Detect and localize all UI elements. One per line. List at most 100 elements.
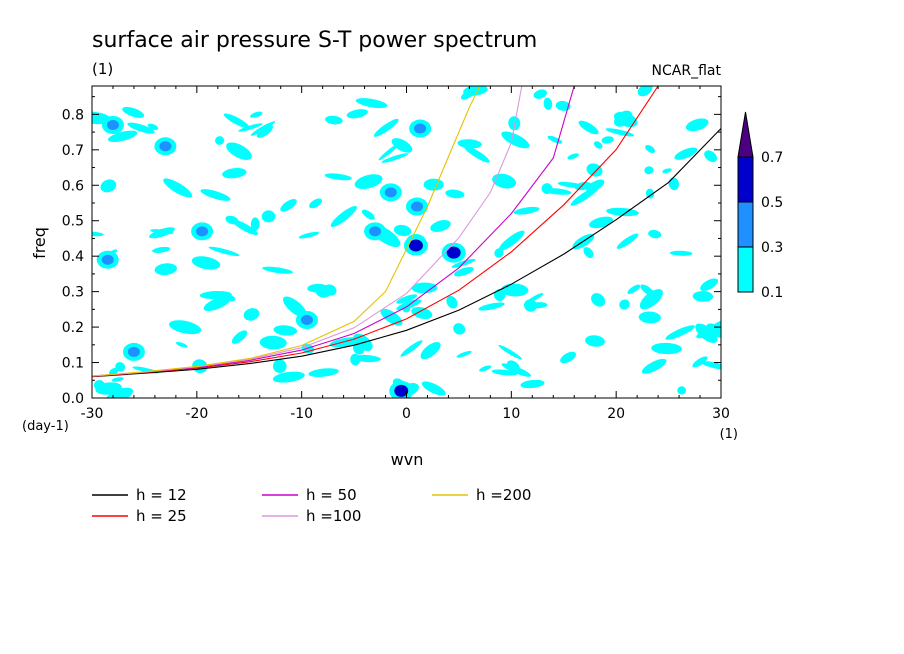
contour-patch-low <box>111 377 124 382</box>
contour-patch-low <box>127 122 155 134</box>
y-axis: 0.0 0.1 0.2 0.3 0.4 0.5 0.6 0.7 0.8 <box>62 96 721 407</box>
contour-patch <box>446 246 461 259</box>
y-tick-label: 0.7 <box>62 143 84 159</box>
contour-patch-low <box>400 340 423 357</box>
contour-patch-low <box>685 118 709 132</box>
contour-patch-low <box>583 247 594 259</box>
contour-patch-low <box>665 325 695 340</box>
contour-patch-low <box>222 168 247 179</box>
contour-patch-low <box>456 350 472 358</box>
contour-patch-low <box>200 189 231 201</box>
contour-patch-low <box>223 113 250 129</box>
contour-patch-low <box>453 323 466 335</box>
contour-patch-low <box>586 163 603 177</box>
contour-patch-low <box>250 111 263 118</box>
colorbar-label: 0.5 <box>761 195 783 211</box>
contour-patch-low <box>191 256 221 270</box>
contour-patch-low <box>613 111 638 128</box>
contour-patch-low <box>226 142 252 160</box>
y-tick-label: 0.6 <box>62 178 84 194</box>
contour-patch-low <box>361 209 375 220</box>
x-tick-label: -30 <box>81 406 104 422</box>
contour-patch-low <box>378 143 400 161</box>
contour-patch <box>196 226 209 237</box>
contour-patch <box>127 346 140 357</box>
dispersion-curve <box>92 86 481 377</box>
colorbar-segment <box>737 156 754 203</box>
colorbar-extension <box>737 111 754 158</box>
contour-patch-low <box>225 215 239 225</box>
y-tick-label: 0.2 <box>62 320 84 336</box>
chart-subtitle: (1) <box>92 60 113 78</box>
contour-patch-low <box>541 183 553 195</box>
legend-label: h = 50 <box>306 486 357 504</box>
contour-patch-low <box>446 295 458 309</box>
contour-patch-low <box>282 296 307 318</box>
contour-patch-low <box>92 111 112 125</box>
x-unit-label: (1) <box>720 427 738 442</box>
contour-patch-low <box>92 231 104 237</box>
colorbar-segment <box>737 201 754 248</box>
contour-patch-low <box>712 319 721 329</box>
contour-patch-low <box>543 97 553 110</box>
contour-patch-low <box>381 153 409 163</box>
x-tick-label: 20 <box>607 406 625 422</box>
contour-patch-low <box>696 325 721 339</box>
contour-patch-low <box>256 124 273 138</box>
contour-patch-low <box>498 345 523 360</box>
legend-label: h = 25 <box>136 507 187 525</box>
x-tick-label: 0 <box>402 406 411 422</box>
contour-patch-low <box>232 219 258 236</box>
y-unit-label: (day-1) <box>22 419 69 434</box>
contour-patch-low <box>324 173 352 181</box>
contour-field <box>92 86 721 398</box>
contour-patch-low <box>354 174 383 189</box>
contour-patch-low <box>346 109 368 119</box>
colorbar-segment <box>737 246 754 293</box>
contour-patch-low <box>645 188 655 199</box>
contour-patch-low <box>152 246 171 253</box>
contour-patch-low <box>238 123 263 132</box>
contour-patch-low <box>231 330 248 344</box>
contour-patch-low <box>585 335 605 347</box>
contour-patch <box>369 226 382 237</box>
contour-patch-low <box>154 263 177 276</box>
contour-patch-low <box>250 217 260 231</box>
contour-patch <box>394 384 409 397</box>
contour-patch-low <box>674 147 698 160</box>
contour-patch-low <box>208 246 240 257</box>
contour-patch-low <box>692 356 708 368</box>
contour-patch-low <box>411 306 433 320</box>
contour-patch-low <box>578 120 599 135</box>
contour-patch-low <box>638 311 661 324</box>
contour-patch-low <box>648 229 662 239</box>
contour-patch-low <box>616 233 639 249</box>
contour-patch-low <box>605 128 635 137</box>
contour-patch-low <box>520 379 545 389</box>
contour-patch-low <box>108 130 138 142</box>
contour-patch-low <box>243 308 260 321</box>
contour-patch-low <box>567 153 579 160</box>
contour-patch-low <box>215 136 225 145</box>
contour-patch-low <box>421 381 446 396</box>
contour-patch-low <box>423 178 444 191</box>
plot-area: -30 -20 -10 0 10 20 30 0.00.10.20.30.40.50.60.… <box>62 85 730 422</box>
contour-patch-low <box>445 189 465 199</box>
contour-patch-low <box>692 290 714 302</box>
contour-patch-low <box>506 360 520 373</box>
contour-patch <box>101 254 114 265</box>
contour-patch-low <box>513 206 540 215</box>
contour-patch-low <box>527 293 544 303</box>
contour-patch-low <box>501 283 529 297</box>
dispersion-curve <box>92 86 659 377</box>
contour-patch-low <box>262 266 293 274</box>
legend-label: h = 12 <box>136 486 187 504</box>
contour-patch <box>159 141 172 152</box>
y-tick-label: 0.3 <box>62 285 84 301</box>
contour-patch <box>408 239 423 252</box>
contour-patch-low <box>700 361 721 370</box>
contour-patch-low <box>637 86 653 97</box>
contour-patch-low <box>259 335 287 350</box>
x-tick-label: -10 <box>290 406 313 422</box>
